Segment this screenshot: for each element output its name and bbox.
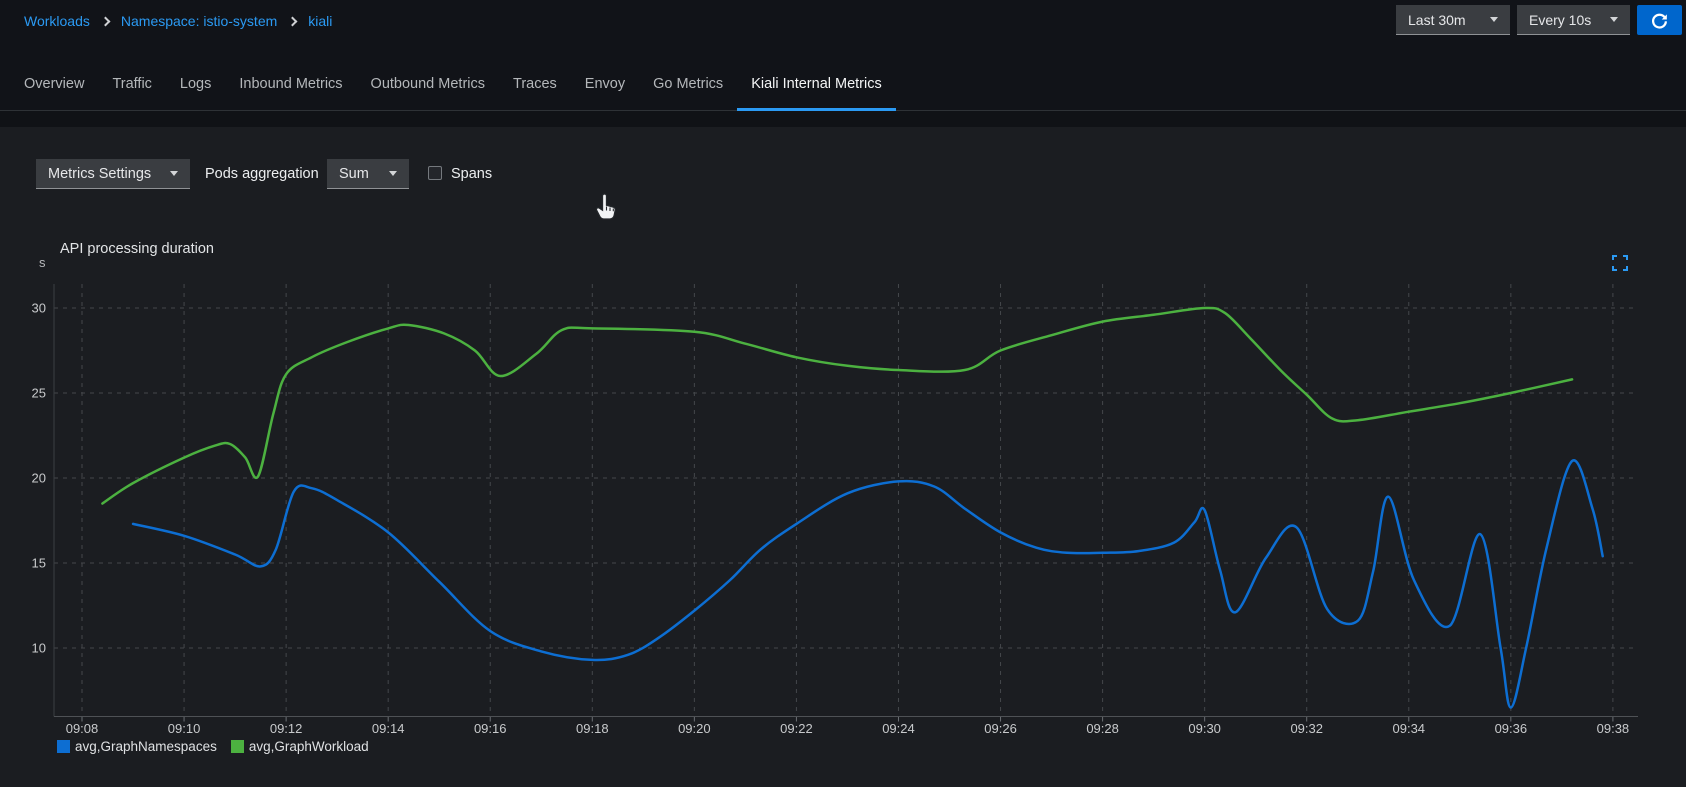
tab-overview[interactable]: Overview <box>10 76 98 110</box>
chart-title: API processing duration <box>60 241 214 257</box>
refresh-interval-value: Every 10s <box>1529 12 1591 28</box>
chevron-down-icon <box>389 171 397 176</box>
tab-outbound-metrics[interactable]: Outbound Metrics <box>357 76 499 110</box>
legend-label: avg,GraphNamespaces <box>75 739 217 754</box>
chart-legend: avg,GraphNamespaces avg,GraphWorkload <box>57 739 369 754</box>
chevron-right-icon <box>288 17 298 27</box>
tab-go-metrics[interactable]: Go Metrics <box>639 76 737 110</box>
pods-aggregation-value: Sum <box>339 166 369 182</box>
tab-inbound-metrics[interactable]: Inbound Metrics <box>225 76 356 110</box>
metrics-panel <box>0 127 1686 787</box>
chevron-down-icon <box>1490 17 1498 22</box>
y-axis-unit-label: s <box>39 255 46 270</box>
legend-item-graphworkload[interactable]: avg,GraphWorkload <box>231 739 369 754</box>
breadcrumb-workload-kiali[interactable]: kiali <box>308 13 332 29</box>
breadcrumb-namespace[interactable]: Namespace: istio-system <box>121 13 277 29</box>
legend-swatch-blue <box>57 740 70 753</box>
mouse-cursor <box>593 193 618 223</box>
kiali-workload-metrics-page: { "breadcrumb": { "items": [ { "label": … <box>0 0 1686 787</box>
expand-chart-icon[interactable] <box>1612 255 1628 271</box>
breadcrumb-workloads[interactable]: Workloads <box>24 13 90 29</box>
duration-select-value: Last 30m <box>1408 12 1466 28</box>
refresh-interval-select[interactable]: Every 10s <box>1517 5 1630 35</box>
sync-icon <box>1651 12 1668 29</box>
tab-traffic[interactable]: Traffic <box>98 76 165 110</box>
chevron-right-icon <box>100 17 110 27</box>
legend-label: avg,GraphWorkload <box>249 739 369 754</box>
pods-aggregation-select[interactable]: Sum <box>327 159 409 189</box>
duration-select[interactable]: Last 30m <box>1396 5 1510 35</box>
tab-logs[interactable]: Logs <box>166 76 225 110</box>
metrics-settings-label: Metrics Settings <box>48 166 151 182</box>
chevron-down-icon <box>170 171 178 176</box>
tabs-bar: Overview Traffic Logs Inbound Metrics Ou… <box>0 42 1686 111</box>
tab-envoy[interactable]: Envoy <box>571 76 639 110</box>
spans-checkbox-label: Spans <box>451 166 492 182</box>
pods-aggregation-label: Pods aggregation <box>205 166 319 182</box>
legend-item-graphnamespaces[interactable]: avg,GraphNamespaces <box>57 739 217 754</box>
spans-checkbox[interactable] <box>428 166 442 180</box>
legend-swatch-green <box>231 740 244 753</box>
metrics-settings-dropdown[interactable]: Metrics Settings <box>36 159 190 189</box>
chevron-down-icon <box>1610 17 1618 22</box>
refresh-button[interactable] <box>1637 5 1682 35</box>
tab-kiali-internal-metrics[interactable]: Kiali Internal Metrics <box>737 76 896 110</box>
tab-traces[interactable]: Traces <box>499 76 571 110</box>
